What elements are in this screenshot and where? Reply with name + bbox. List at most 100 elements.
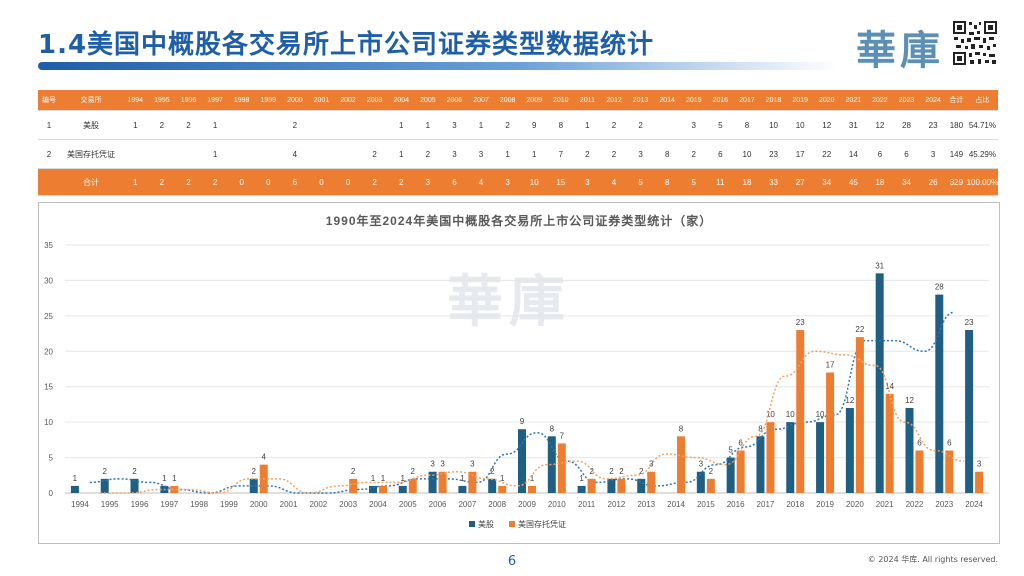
data-label: 2 (490, 467, 495, 476)
table-cell: 1994 (122, 90, 149, 111)
table-cell: 1 (122, 168, 149, 196)
table-cell: 8 (653, 139, 681, 169)
x-tick-label: 2016 (727, 500, 745, 509)
copyright-text: © 2024 华库. All rights reserved. (867, 555, 998, 564)
bar (130, 478, 139, 493)
chart-container: 1990年至2024年美国中概股各交易所上市公司证券类型统计（家） 華庫 0 5 10 1… (38, 202, 1000, 544)
data-label: 3 (440, 460, 445, 469)
table-cell (308, 139, 335, 169)
table-cell: 14 (840, 139, 867, 169)
y-tick-label: 30 (44, 276, 53, 285)
table-cell: 占比 (966, 90, 999, 111)
bar (915, 450, 924, 493)
bar (468, 471, 477, 493)
brand-logo: 華庫 (856, 27, 944, 74)
data-label: 2 (619, 467, 624, 476)
data-label: 5 (728, 446, 733, 455)
table-cell: 2016 (707, 90, 734, 111)
table-cell: 合计 (60, 168, 122, 196)
y-tick-label: 20 (44, 347, 53, 356)
table-cell: 12 (866, 110, 894, 140)
bar (905, 407, 914, 493)
data-label: 8 (679, 424, 684, 433)
table-cell: 1 (38, 110, 60, 140)
table-cell: 12 (813, 110, 841, 140)
bar (726, 457, 735, 493)
bar (637, 478, 646, 493)
trendline (99, 350, 965, 494)
table-cell: 100.00% (966, 168, 999, 196)
table-cell: 10 (786, 110, 814, 140)
x-tick-label: 2004 (369, 500, 387, 509)
table-cell: 1 (387, 139, 415, 169)
table-cell: 4 (600, 168, 628, 196)
data-label: 12 (845, 396, 854, 405)
table-cell: 编号 (38, 90, 60, 111)
table-cell: 2 (148, 110, 176, 140)
x-tick-label: 1997 (160, 500, 178, 509)
x-tick-label: 2011 (578, 500, 596, 509)
bar (756, 436, 765, 493)
x-tick-label: 2021 (876, 500, 894, 509)
legend-label: 美国存托凭证 (518, 519, 566, 529)
table-cell: 合计 (946, 90, 967, 111)
data-label: 1 (73, 474, 78, 483)
table-cell: 2006 (441, 90, 468, 111)
x-tick-label: 2002 (309, 500, 327, 509)
bar (855, 337, 864, 493)
bar (875, 273, 884, 493)
table-cell (653, 110, 681, 140)
table-cell: 15 (547, 168, 575, 196)
table-cell (308, 110, 335, 140)
x-tick-label: 2003 (339, 500, 357, 509)
table-cell: 2 (680, 139, 708, 169)
table-cell: 3 (494, 168, 521, 196)
y-tick-label: 25 (44, 312, 53, 321)
table-cell: 5 (680, 168, 708, 196)
table-cell: 2 (387, 168, 415, 196)
data-label: 23 (796, 318, 805, 327)
table-cell: 6 (866, 139, 894, 169)
x-tick-label: 2001 (280, 500, 298, 509)
table-cell (334, 110, 362, 140)
data-label: 14 (885, 382, 894, 391)
table-cell: 2 (414, 139, 442, 169)
table-cell: 2 (600, 110, 628, 140)
x-tick-label: 2020 (846, 500, 864, 509)
bar (587, 478, 596, 493)
table-cell: 11 (707, 168, 734, 196)
table-cell: 1 (201, 110, 229, 140)
bar (557, 443, 566, 493)
qr-code-icon (952, 20, 998, 66)
y-tick-label: 10 (44, 418, 53, 427)
data-label: 8 (758, 424, 763, 433)
bar (796, 330, 805, 493)
table-cell: 2 (175, 168, 202, 196)
table-cell: 149 (946, 139, 967, 169)
bar (249, 478, 258, 493)
table-cell: 2 (201, 168, 229, 196)
table-cell: 2003 (361, 90, 388, 111)
table-cell: 1 (574, 110, 601, 140)
table-cell: 2 (361, 139, 388, 169)
table-cell: 2009 (520, 90, 548, 111)
legend-label: 美股 (478, 519, 494, 529)
data-label: 9 (520, 417, 525, 426)
table-cell: 3 (441, 139, 468, 169)
legend-swatch (469, 521, 475, 527)
table-cell: 1998 (228, 90, 255, 111)
table-cell: 1 (201, 139, 229, 169)
table-cell: 2011 (574, 90, 601, 111)
table-cell: 8 (547, 110, 575, 140)
y-tick-label: 5 (49, 454, 54, 463)
bar (438, 471, 447, 493)
table-cell: 1 (494, 139, 521, 169)
x-tick-label: 1996 (131, 500, 149, 509)
table-row: 1 美股 1 2 2 1 2 1 1 3 1 2 9 8 1 2 2 3 5 8 10 10 12 31 12 28 23 180 54… (38, 110, 999, 140)
trendline (89, 311, 955, 494)
table-cell: 2 (175, 110, 202, 140)
x-tick-label: 2014 (667, 500, 685, 509)
data-label: 1 (162, 474, 167, 483)
bar (488, 478, 497, 493)
data-label: 1 (530, 474, 535, 483)
